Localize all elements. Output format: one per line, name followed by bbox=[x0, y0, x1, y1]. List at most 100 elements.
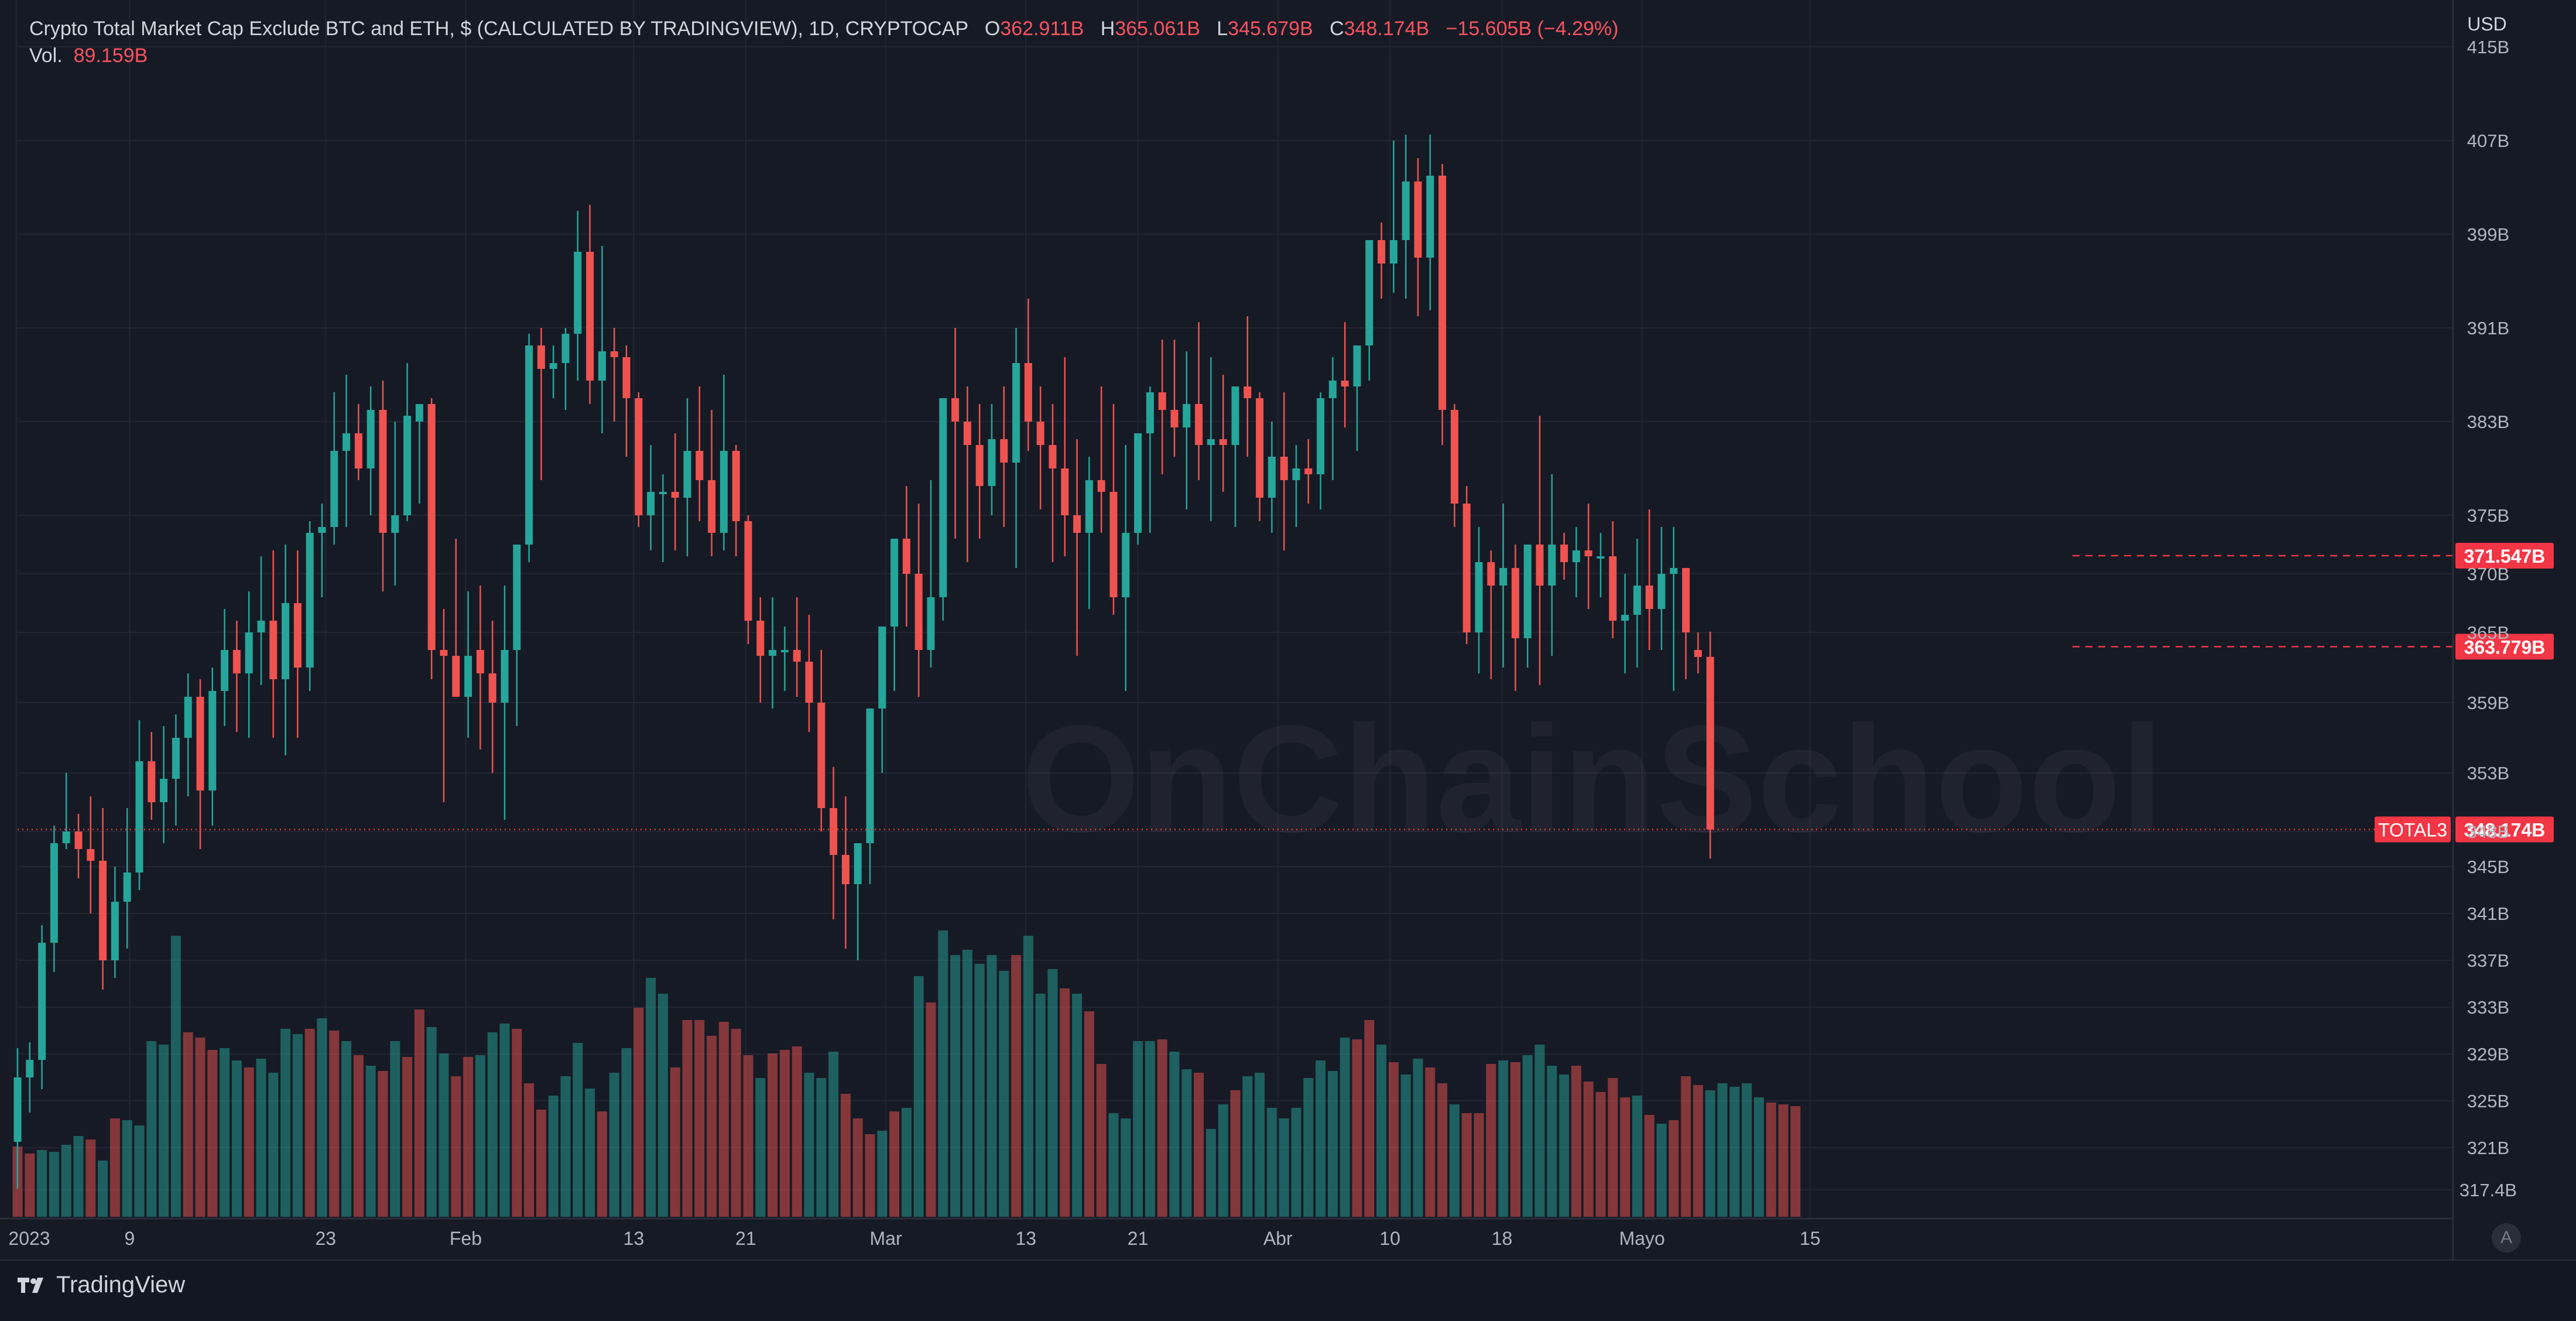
brand-name: TradingView bbox=[56, 1272, 186, 1298]
volume-bar bbox=[280, 1029, 291, 1217]
candle bbox=[854, 843, 862, 960]
time-tick-label: 13 bbox=[624, 1228, 645, 1249]
volume-bar bbox=[170, 936, 181, 1217]
candle-body bbox=[342, 433, 351, 451]
volume-bar bbox=[1766, 1103, 1776, 1217]
volume-bar bbox=[560, 1076, 571, 1217]
candle bbox=[1231, 386, 1239, 527]
candle bbox=[208, 668, 217, 826]
volume-bar bbox=[1060, 988, 1070, 1217]
volume-bar bbox=[61, 1145, 71, 1217]
volume-bar bbox=[974, 964, 985, 1217]
volume-bar bbox=[1327, 1071, 1338, 1217]
volume-bar bbox=[1230, 1090, 1241, 1217]
volume-bar bbox=[804, 1073, 814, 1217]
candle-body bbox=[1328, 381, 1337, 398]
candle bbox=[1292, 445, 1300, 527]
volume-bar bbox=[256, 1059, 266, 1217]
candle-body bbox=[914, 574, 923, 650]
price-badge-label: 363.779B bbox=[2464, 636, 2546, 658]
legend-ohlc-row: Crypto Total Market Cap Exclude BTC and … bbox=[29, 15, 1619, 42]
candle bbox=[1085, 457, 1093, 609]
candle-body bbox=[744, 521, 752, 621]
price-tick-label: 317.4B bbox=[2459, 1180, 2517, 1200]
candle-body bbox=[1548, 545, 1556, 586]
volume-bar bbox=[207, 1050, 218, 1217]
candle-body bbox=[1633, 586, 1641, 615]
volume-bar bbox=[743, 1055, 753, 1217]
volume-bar bbox=[889, 1111, 900, 1217]
volume-bar bbox=[1145, 1041, 1155, 1217]
candle-body bbox=[172, 738, 180, 779]
volume-bar bbox=[49, 1152, 59, 1217]
candle-body bbox=[1256, 398, 1264, 498]
volume-bar bbox=[828, 1052, 839, 1217]
candle-body bbox=[830, 808, 838, 855]
volume-bar bbox=[877, 1131, 888, 1217]
candle bbox=[379, 381, 387, 591]
price-axis[interactable]: 415B 407B 399B 391B 383B 375B 370B 365B 359B 353B… bbox=[2459, 37, 2517, 1200]
volume-bar bbox=[986, 955, 997, 1217]
candle bbox=[111, 867, 119, 978]
candle-body bbox=[537, 345, 545, 369]
volume-bar bbox=[1790, 1106, 1801, 1217]
volume-bar bbox=[755, 1078, 766, 1217]
tradingview-brand[interactable]: TradingView bbox=[16, 1272, 185, 1298]
candle-body bbox=[257, 621, 265, 632]
candle bbox=[622, 345, 631, 457]
candle bbox=[1256, 392, 1264, 521]
candle-body bbox=[902, 539, 910, 574]
candle bbox=[440, 609, 448, 802]
candle bbox=[1097, 386, 1105, 533]
time-tick-label: Feb bbox=[450, 1228, 482, 1249]
volume-bar bbox=[463, 1057, 474, 1217]
volume-bar bbox=[816, 1078, 827, 1217]
volume-bar bbox=[231, 1060, 242, 1217]
candle bbox=[1499, 504, 1508, 668]
candle-body bbox=[1609, 556, 1617, 621]
candle bbox=[1548, 474, 1556, 656]
candle bbox=[221, 609, 229, 726]
candle bbox=[890, 539, 899, 691]
candle bbox=[610, 328, 618, 422]
candle bbox=[1341, 322, 1349, 427]
candle-body bbox=[1438, 176, 1447, 410]
volume-bar bbox=[475, 1055, 485, 1217]
open-value: 362.911B bbox=[1000, 18, 1084, 40]
volume-bar bbox=[1376, 1045, 1387, 1217]
candle-body bbox=[440, 650, 448, 656]
volume-bar bbox=[597, 1111, 607, 1217]
candle bbox=[1365, 240, 1373, 381]
candle bbox=[232, 621, 241, 732]
low-label: L bbox=[1217, 18, 1228, 40]
candle bbox=[318, 504, 326, 597]
time-axis[interactable]: 2023 9 23 Feb 13 21 Mar 13 21 Abr 10 18 Mayo 15 bbox=[8, 1228, 1820, 1249]
candle-body bbox=[62, 831, 70, 843]
candle bbox=[342, 375, 351, 527]
candle bbox=[196, 679, 204, 849]
volume-bar bbox=[353, 1055, 364, 1217]
volume-bar bbox=[1364, 1020, 1375, 1217]
volume-bar bbox=[487, 1032, 498, 1217]
volume-bar bbox=[402, 1057, 413, 1217]
candle-body bbox=[391, 515, 399, 533]
candle-body bbox=[817, 703, 825, 808]
auto-scale-button[interactable]: A bbox=[2492, 1223, 2521, 1252]
volume-bar bbox=[499, 1024, 510, 1217]
candle bbox=[1706, 631, 1714, 859]
time-tick-label: 18 bbox=[1492, 1228, 1513, 1249]
candle bbox=[525, 334, 533, 562]
symbol-tag bbox=[2375, 816, 2451, 843]
candle-body bbox=[464, 656, 472, 697]
time-tick-label: 23 bbox=[315, 1228, 336, 1249]
candle bbox=[1024, 299, 1032, 451]
candle bbox=[1146, 386, 1154, 533]
candle-body bbox=[148, 761, 156, 802]
volume-bar bbox=[913, 976, 924, 1217]
candle bbox=[1621, 574, 1629, 673]
candle-body bbox=[1012, 363, 1020, 463]
volume-bar bbox=[439, 1053, 449, 1217]
candle-body bbox=[1183, 404, 1191, 427]
